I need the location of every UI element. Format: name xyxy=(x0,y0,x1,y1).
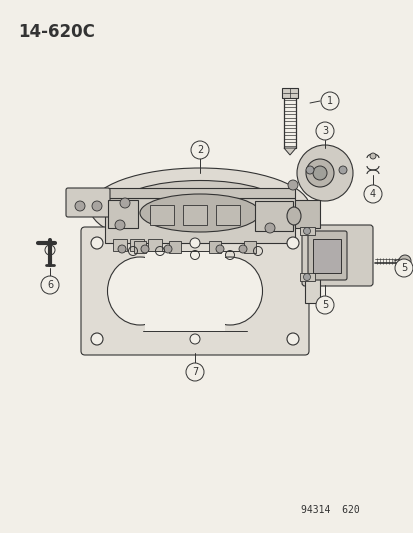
Text: 2: 2 xyxy=(197,145,203,155)
Ellipse shape xyxy=(107,257,172,325)
Text: 5: 5 xyxy=(400,263,406,273)
Circle shape xyxy=(91,237,103,249)
Bar xyxy=(299,273,314,281)
FancyBboxPatch shape xyxy=(312,239,340,273)
FancyBboxPatch shape xyxy=(150,205,173,225)
Circle shape xyxy=(394,259,412,277)
Circle shape xyxy=(190,238,199,248)
Ellipse shape xyxy=(90,168,309,248)
Circle shape xyxy=(303,228,310,235)
Circle shape xyxy=(338,166,346,174)
Text: 4: 4 xyxy=(369,189,375,199)
Bar xyxy=(145,251,224,331)
Bar xyxy=(302,167,346,183)
Circle shape xyxy=(164,245,171,253)
Circle shape xyxy=(286,333,298,345)
Bar xyxy=(243,241,255,253)
Ellipse shape xyxy=(115,181,284,236)
Polygon shape xyxy=(304,279,319,303)
Circle shape xyxy=(287,180,297,190)
FancyBboxPatch shape xyxy=(81,227,308,355)
Circle shape xyxy=(91,333,103,345)
Ellipse shape xyxy=(140,194,259,232)
FancyBboxPatch shape xyxy=(216,205,240,225)
Bar xyxy=(299,227,314,235)
FancyBboxPatch shape xyxy=(254,201,292,231)
Circle shape xyxy=(190,141,209,159)
Circle shape xyxy=(190,334,199,344)
Circle shape xyxy=(296,145,352,201)
FancyBboxPatch shape xyxy=(66,188,110,217)
Bar xyxy=(134,241,146,253)
Text: 94314  620: 94314 620 xyxy=(301,505,359,515)
Circle shape xyxy=(238,245,247,253)
FancyBboxPatch shape xyxy=(294,200,319,228)
Circle shape xyxy=(185,363,204,381)
Bar xyxy=(169,241,180,253)
Ellipse shape xyxy=(197,257,262,325)
Bar xyxy=(281,88,297,98)
Circle shape xyxy=(303,273,310,280)
Circle shape xyxy=(264,223,274,233)
Text: 3: 3 xyxy=(321,126,327,136)
Circle shape xyxy=(216,245,223,253)
Polygon shape xyxy=(283,148,295,155)
Ellipse shape xyxy=(286,207,300,225)
Text: 14-620C: 14-620C xyxy=(18,23,95,41)
Circle shape xyxy=(305,166,313,174)
Circle shape xyxy=(369,153,375,159)
Text: 7: 7 xyxy=(191,367,198,377)
Circle shape xyxy=(118,245,126,253)
Circle shape xyxy=(363,185,381,203)
FancyBboxPatch shape xyxy=(108,200,138,228)
Text: 5: 5 xyxy=(321,300,328,310)
Bar xyxy=(209,241,221,253)
Circle shape xyxy=(115,220,125,230)
Text: 1: 1 xyxy=(326,96,332,106)
Circle shape xyxy=(305,159,333,187)
Circle shape xyxy=(141,245,149,253)
Bar xyxy=(130,239,144,251)
Circle shape xyxy=(312,166,326,180)
FancyBboxPatch shape xyxy=(307,231,346,280)
Bar xyxy=(147,239,161,251)
Text: 6: 6 xyxy=(47,280,53,290)
Circle shape xyxy=(286,237,298,249)
Circle shape xyxy=(41,276,59,294)
Circle shape xyxy=(92,201,102,211)
Polygon shape xyxy=(105,188,294,198)
Circle shape xyxy=(315,122,333,140)
FancyBboxPatch shape xyxy=(301,225,372,286)
Circle shape xyxy=(315,296,333,314)
FancyBboxPatch shape xyxy=(183,205,206,225)
Circle shape xyxy=(398,255,410,267)
Bar xyxy=(113,239,127,251)
Circle shape xyxy=(75,201,85,211)
Circle shape xyxy=(320,92,338,110)
Circle shape xyxy=(120,198,130,208)
Polygon shape xyxy=(105,198,294,243)
